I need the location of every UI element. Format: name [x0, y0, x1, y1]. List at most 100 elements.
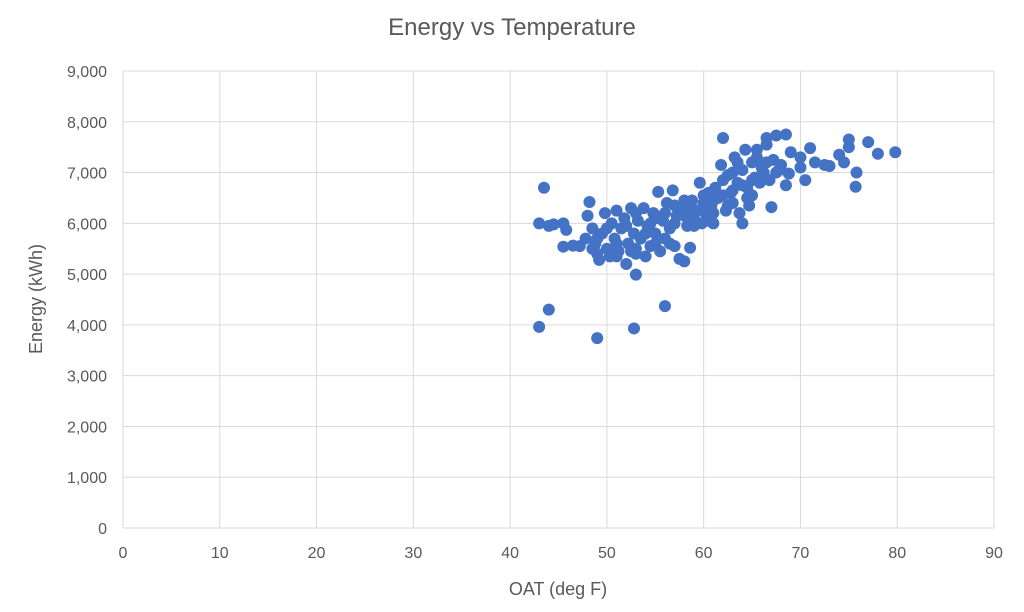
data-point	[557, 240, 570, 253]
chart-title: Energy vs Temperature	[388, 14, 636, 41]
data-point	[658, 300, 671, 313]
data-point	[537, 181, 550, 194]
data-point	[823, 159, 836, 172]
gridlines	[122, 70, 995, 529]
data-point	[644, 217, 657, 230]
data-point	[770, 129, 783, 142]
data-point	[760, 138, 773, 151]
data-point	[586, 222, 599, 235]
data-point	[620, 257, 633, 270]
data-point	[693, 176, 706, 189]
data-point	[784, 146, 797, 159]
data-point	[794, 151, 807, 164]
data-point	[586, 242, 599, 255]
data-point	[668, 217, 681, 230]
x-tick-label: 80	[888, 545, 906, 562]
data-point	[542, 303, 555, 316]
data-point	[770, 166, 783, 179]
data-point	[625, 245, 638, 258]
data-point	[871, 147, 884, 160]
data-point	[697, 189, 710, 202]
data-point	[750, 151, 763, 164]
data-point	[837, 156, 850, 169]
data-point	[663, 237, 676, 250]
data-point	[760, 156, 773, 169]
data-point	[666, 184, 679, 197]
data-point	[658, 207, 671, 220]
data-point	[862, 136, 875, 149]
data-point	[583, 196, 596, 209]
data-point	[560, 223, 573, 236]
data-point	[620, 219, 633, 232]
data-point	[678, 194, 691, 207]
y-tick-label: 9,000	[67, 64, 107, 81]
data-point	[547, 218, 560, 231]
data-point	[782, 167, 795, 180]
data-point	[794, 161, 807, 174]
data-point	[591, 232, 604, 245]
data-point	[755, 169, 768, 182]
data-point	[684, 241, 697, 254]
data-point	[702, 214, 715, 227]
y-tick-label: 5,000	[67, 267, 107, 284]
x-tick-label: 40	[501, 545, 519, 562]
data-point	[652, 185, 665, 198]
data-point	[736, 217, 749, 230]
data-point	[627, 322, 640, 335]
data-point	[697, 204, 710, 217]
y-tick-label: 2,000	[67, 419, 107, 436]
x-tick-label: 30	[404, 545, 422, 562]
data-point	[707, 194, 720, 207]
data-point	[741, 191, 754, 204]
data-point	[842, 141, 855, 154]
data-point	[683, 204, 696, 217]
data-point	[717, 189, 730, 202]
data-point	[668, 199, 681, 212]
x-tick-label: 90	[985, 545, 1003, 562]
y-tick-label: 1,000	[67, 470, 107, 487]
data-points	[533, 128, 902, 345]
data-point	[649, 227, 662, 240]
data-point	[605, 245, 618, 258]
data-point	[591, 332, 604, 345]
data-point	[850, 166, 863, 179]
data-point	[639, 250, 652, 263]
data-point	[649, 237, 662, 250]
data-point	[629, 207, 642, 220]
y-tick-label: 6,000	[67, 216, 107, 233]
data-point	[717, 132, 730, 145]
x-tick-label: 10	[211, 545, 229, 562]
y-tick-labels: 0 1,000 2,000 3,000 4,000 5,000 6,000 7,000 8,00…	[67, 64, 107, 538]
y-axis-label: Energy (kWh)	[26, 244, 46, 354]
data-point	[533, 217, 546, 230]
data-point	[736, 179, 749, 192]
data-point	[678, 255, 691, 268]
data-point	[715, 158, 728, 171]
data-point	[746, 174, 759, 187]
data-point	[799, 174, 812, 187]
data-point	[765, 201, 778, 214]
x-tick-label: 0	[119, 545, 128, 562]
data-point	[739, 143, 752, 156]
data-point	[533, 320, 546, 333]
data-point	[709, 181, 722, 194]
data-point	[579, 232, 592, 245]
data-point	[598, 207, 611, 220]
x-tick-label: 50	[598, 545, 616, 562]
data-point	[581, 209, 594, 222]
x-tick-labels: 0 10 20 30 40 50 60 70 80 90	[119, 545, 1003, 562]
x-tick-label: 20	[308, 545, 326, 562]
y-tick-label: 7,000	[67, 166, 107, 183]
data-point	[721, 199, 734, 212]
data-point	[731, 156, 744, 169]
data-point	[639, 227, 652, 240]
data-point	[593, 253, 606, 266]
data-point	[600, 222, 613, 235]
x-axis-label: OAT (deg F)	[509, 579, 607, 599]
data-point	[779, 179, 792, 192]
data-point	[687, 219, 700, 232]
data-point	[610, 204, 623, 217]
data-point	[733, 207, 746, 220]
y-tick-label: 0	[98, 521, 107, 538]
